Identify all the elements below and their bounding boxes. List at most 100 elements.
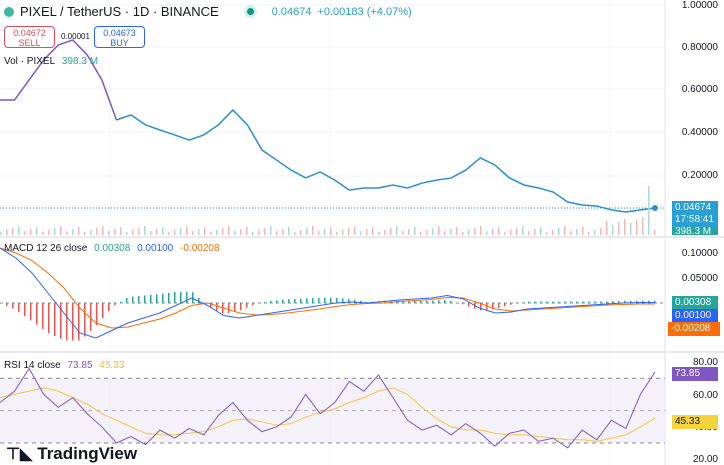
- macd-histogram-bar: [264, 302, 266, 303]
- macd-histogram-bar: [210, 303, 212, 308]
- volume-bar: [258, 230, 260, 235]
- volume-bar: [270, 226, 272, 235]
- price-line: [116, 108, 656, 213]
- macd-histogram-bar: [90, 303, 92, 331]
- volume-bar: [450, 229, 452, 235]
- volume-bar: [606, 221, 608, 235]
- volume-bar: [456, 227, 458, 235]
- macd-histogram-bar: [534, 301, 536, 303]
- macd-histogram-bar: [60, 303, 62, 339]
- symbol-title[interactable]: PIXEL / TetherUS · 1D · BINANCE: [20, 4, 219, 19]
- macd-histogram-bar: [420, 300, 422, 303]
- rsi-legend[interactable]: RSI 14 close 73.85 45.33: [4, 360, 128, 371]
- macd-histogram-bar: [288, 299, 290, 303]
- volume-bar: [366, 229, 368, 235]
- volume-bar: [180, 228, 182, 235]
- volume-bar: [492, 229, 494, 235]
- volume-bar: [168, 232, 170, 235]
- volume-bar: [120, 227, 122, 235]
- volume-bar: [216, 230, 218, 235]
- macd-histogram-bar: [234, 303, 236, 312]
- macd-histogram-bar: [108, 303, 110, 312]
- volume-bar: [558, 228, 560, 235]
- macd-histogram-bar: [102, 303, 104, 319]
- macd-histogram-bar: [426, 300, 428, 303]
- macd-histogram-bar: [486, 303, 488, 310]
- volume-bar: [186, 226, 188, 235]
- macd-histogram-bar: [300, 298, 302, 303]
- volume-bar: [552, 230, 554, 235]
- macd-histogram-bar: [462, 303, 464, 305]
- last-price: 0.04674: [271, 5, 312, 18]
- volume-bar: [342, 230, 344, 235]
- macd-histogram-bar: [510, 303, 512, 305]
- volume-bar: [420, 232, 422, 235]
- macd-histogram-bar: [528, 301, 530, 303]
- tradingview-logo[interactable]: ⊤◣ TradingView: [6, 444, 137, 464]
- rsi-tag: 73.85: [672, 367, 718, 381]
- volume-bar: [174, 230, 176, 235]
- macd-histogram-bar: [144, 295, 146, 303]
- macd-tick: 0.10000: [681, 248, 718, 259]
- bar-countdown: 17:58:41: [675, 214, 714, 225]
- volume-bar: [612, 225, 614, 235]
- sell-button[interactable]: 0.04672 SELL: [4, 26, 55, 48]
- price-change: +0.00183 (+4.07%): [317, 5, 412, 18]
- macd-tag: 0.00100: [672, 309, 718, 323]
- macd-histogram-bar: [138, 296, 140, 303]
- macd-line: [0, 247, 655, 339]
- rsi-tick: 60.00: [692, 390, 718, 401]
- macd-histogram-bar: [570, 301, 572, 303]
- volume-bar: [546, 232, 548, 235]
- volume-bar: [102, 226, 104, 235]
- macd-histogram-bar: [120, 301, 122, 303]
- macd-signal-line: [0, 247, 655, 329]
- market-status-dot: [246, 8, 254, 15]
- volume-bar: [36, 227, 38, 235]
- volume-bar: [192, 231, 194, 235]
- price-tick: 1.00000: [681, 0, 718, 11]
- volume-bar: [348, 228, 350, 235]
- volume-bar: [90, 230, 92, 235]
- rsi-tick: 80.00: [692, 357, 718, 368]
- macd-histogram-bar: [546, 301, 548, 303]
- macd-histogram-bar: [72, 303, 74, 341]
- rsi-ma-line: [0, 387, 656, 442]
- macd-histogram-bar: [54, 303, 56, 336]
- volume-bar: [48, 230, 50, 235]
- macd-histogram-bar: [504, 303, 506, 307]
- volume-bar: [306, 228, 308, 235]
- macd-histogram-bar: [36, 303, 38, 325]
- buy-label: BUY: [110, 38, 129, 48]
- macd-histogram-bar: [588, 301, 590, 303]
- volume-legend[interactable]: Vol · PIXEL 398.3 M: [4, 56, 102, 67]
- volume-bar: [390, 228, 392, 235]
- volume-bar: [276, 231, 278, 235]
- macd-label: MACD 12 26 close: [4, 243, 88, 254]
- macd-histogram-bar: [276, 300, 278, 303]
- volume-bar: [564, 226, 566, 235]
- macd-histogram-bar: [42, 303, 44, 329]
- volume-bar: [540, 227, 542, 235]
- macd-legend[interactable]: MACD 12 26 close 0.00308 0.00100 -0.0020…: [4, 243, 224, 254]
- price-tick: 0.80000: [681, 42, 718, 53]
- macd-histogram-bar: [336, 297, 338, 303]
- buy-price: 0.04673: [103, 28, 136, 38]
- volume-bar: [354, 226, 356, 235]
- macd-histogram-bar: [402, 300, 404, 303]
- sell-price: 0.04672: [13, 28, 46, 38]
- macd-histogram-bar: [198, 297, 200, 303]
- macd-histogram-bar: [222, 303, 224, 314]
- volume-bar: [630, 223, 632, 235]
- buy-button[interactable]: 0.04673 BUY: [94, 26, 145, 48]
- volume-bar: [486, 231, 488, 235]
- macd-histogram-bar: [6, 303, 8, 306]
- volume-bar: [42, 232, 44, 235]
- volume-bar: [516, 228, 518, 235]
- rsi-value: 73.85: [67, 360, 93, 371]
- macd-histogram-bar: [354, 299, 356, 303]
- macd-histogram-bar: [522, 302, 524, 303]
- macd-histogram-bar: [312, 298, 314, 303]
